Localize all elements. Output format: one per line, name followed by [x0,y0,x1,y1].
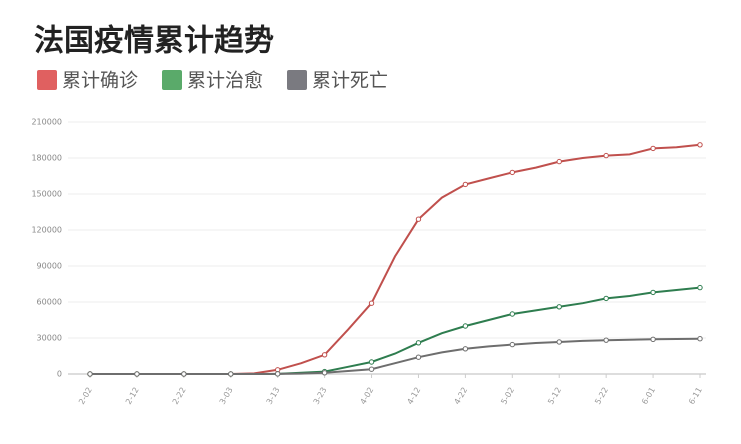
data-point [556,339,562,345]
x-tick-label: 2-02 [77,386,94,406]
data-point [556,158,562,165]
data-point [415,354,422,360]
x-tick-label: 5-12 [546,386,563,406]
data-point [274,371,281,377]
legend-label: 累计确诊 [62,70,138,92]
x-tick-label: 5-22 [593,386,610,406]
legend-swatch [287,70,307,90]
data-point [603,337,609,343]
data-point [697,142,703,148]
legend-label: 累计治愈 [187,70,263,92]
data-point [462,181,469,188]
legend-swatch [37,70,57,90]
data-point [181,371,187,377]
x-tick-label: 4-12 [405,386,422,406]
series-line [90,286,701,375]
x-tick-label: 4-02 [359,386,376,406]
data-point [509,311,516,317]
x-tick-label: 3-23 [312,386,329,406]
data-point [415,340,422,346]
data-point [368,359,375,365]
x-tick-label: 3-13 [265,386,282,406]
y-tick-label: 150000 [31,190,62,199]
data-point [368,300,375,306]
y-tick-label: 210000 [31,118,62,127]
series-line [90,337,701,375]
chart-title: 法国疫情累计趋势 [34,24,274,59]
data-point [462,346,469,352]
data-point [603,295,609,302]
x-tick-label: 5-02 [499,386,516,406]
data-point [603,152,609,159]
data-point [697,284,703,291]
data-point [321,352,328,358]
data-point [415,216,422,222]
data-point [650,145,656,152]
y-tick-label: 120000 [31,226,62,235]
data-point [228,371,234,377]
data-point [556,304,562,310]
data-point [697,336,703,342]
data-point [462,323,469,329]
data-point [87,371,93,377]
y-tick-label: 60000 [37,298,62,307]
data-point [368,366,375,372]
x-tick-label: 4-22 [452,386,469,406]
y-tick-label: 0 [57,370,62,379]
x-tick-label: 2-12 [124,386,141,406]
x-tick-label: 3-03 [218,386,235,406]
x-tick-label: 6-11 [687,386,704,406]
data-point [321,370,328,376]
y-tick-label: 30000 [37,334,62,343]
y-tick-label: 180000 [31,154,62,163]
data-point [650,336,656,343]
data-point [509,169,516,176]
y-tick-label: 90000 [37,262,62,271]
data-point [650,289,656,296]
data-point [134,371,140,377]
legend-label: 累计死亡 [312,70,388,92]
x-tick-label: 2-22 [171,386,188,406]
legend-swatch [162,70,182,90]
data-point [509,341,516,348]
x-tick-label: 6-01 [640,386,657,406]
